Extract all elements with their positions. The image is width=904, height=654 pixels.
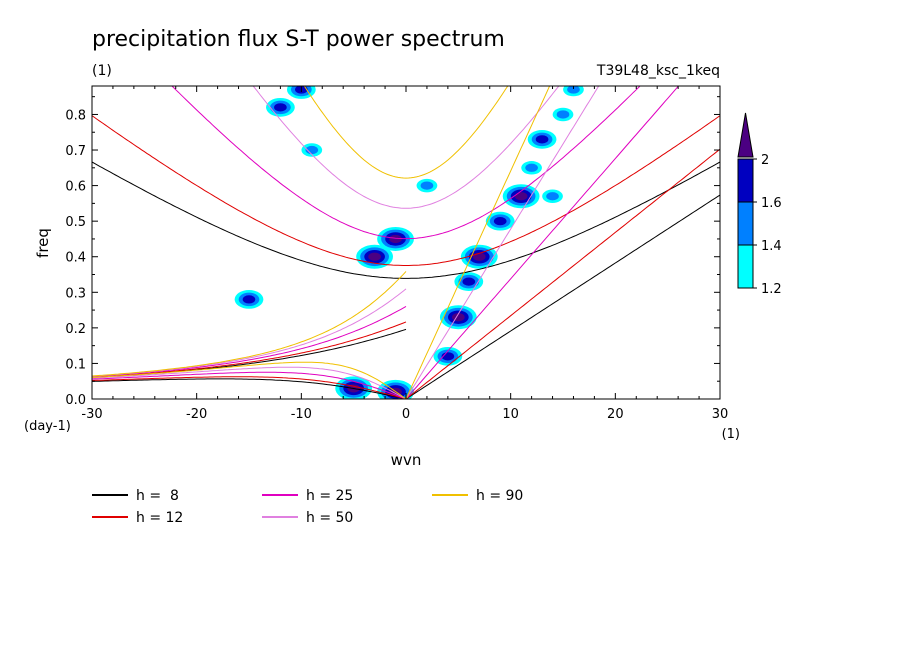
- colorbar-segment: [737, 201, 754, 246]
- contour-blob: [368, 252, 381, 261]
- colorbar-label: 1.4: [761, 239, 782, 254]
- curve-ig: [252, 86, 560, 209]
- colorbar-segment: [737, 244, 754, 289]
- legend-label: h = 8: [136, 488, 179, 504]
- curve-mrg: [92, 328, 407, 378]
- contour-blob: [514, 192, 528, 201]
- colorbar-arrow: [737, 112, 754, 158]
- curve-kelvin: [405, 86, 551, 399]
- x-tick-label: -20: [186, 407, 207, 422]
- contour-blob: [567, 86, 580, 94]
- x-axis-label: wvn: [391, 451, 422, 469]
- colorbar-label: 2: [761, 153, 769, 168]
- curve-ig: [92, 161, 720, 279]
- contour-blob: [389, 234, 402, 244]
- dispersion-curves: [92, 86, 720, 399]
- legend-label: h = 12: [136, 510, 183, 526]
- y-tick-label: 0.5: [65, 215, 86, 230]
- x-tick-label: -10: [291, 407, 312, 422]
- curve-rossby: [92, 376, 407, 399]
- axis-ticks: -30 -20 -10 0 10 20 30 0.0 0.1 0.2 0.3 0.4 0.5 0.6 0.7…: [65, 86, 728, 422]
- chart-subtitle-units: (1): [92, 63, 112, 79]
- y-tick-label: 0.8: [65, 108, 86, 123]
- y-tick-label: 0.1: [65, 357, 86, 372]
- x-tick-label: 10: [502, 407, 519, 422]
- x-tick-label: 0: [402, 407, 410, 422]
- curve-mrg: [92, 271, 407, 377]
- curve-rossby: [92, 361, 407, 399]
- y-tick-label: 0.2: [65, 322, 86, 337]
- contour-blob: [242, 295, 256, 304]
- curve-kelvin: [405, 86, 600, 399]
- x-tick-label: 30: [712, 407, 729, 422]
- contour-blob: [525, 163, 538, 172]
- curve-kelvin: [405, 194, 720, 399]
- y-tick-label: 0.4: [65, 251, 86, 266]
- contour-blob: [556, 110, 570, 119]
- curve-rossby: [92, 366, 407, 399]
- colorbar: 2 1.6 1.4 1.2: [737, 112, 782, 297]
- curve-kelvin: [405, 86, 680, 399]
- curve-ig: [303, 86, 509, 179]
- legend-label: h = 90: [476, 488, 523, 504]
- y-axis-label: freq: [34, 228, 52, 258]
- curve-ig: [92, 115, 720, 266]
- contour-layer: [234, 86, 584, 399]
- y-tick-label: 0.7: [65, 144, 86, 159]
- curve-kelvin: [405, 148, 720, 399]
- contour-blob: [546, 192, 559, 201]
- contour-blob: [462, 277, 476, 286]
- x-units-label: (1): [722, 427, 740, 442]
- contour-blob: [305, 145, 319, 155]
- curve-mrg: [92, 305, 407, 378]
- y-tick-label: 0.6: [65, 180, 86, 195]
- legend: h = 8 h = 12 h = 25 h = 50 h = 90: [92, 488, 523, 526]
- y-units-label: (day-1): [24, 419, 71, 434]
- contour-blob: [420, 181, 434, 190]
- contour-blob: [535, 135, 549, 144]
- x-tick-label: -30: [81, 407, 102, 422]
- y-tick-label: 0.0: [65, 393, 86, 408]
- curve-ig: [171, 86, 641, 240]
- legend-label: h = 50: [306, 510, 353, 526]
- contour-blob: [472, 252, 486, 261]
- colorbar-label: 1.6: [761, 196, 782, 211]
- colorbar-segment: [737, 158, 754, 203]
- curve-rossby: [92, 371, 407, 399]
- curve-mrg: [92, 321, 407, 378]
- y-tick-label: 0.3: [65, 286, 86, 301]
- legend-label: h = 25: [306, 488, 353, 504]
- contour-blob: [274, 103, 287, 112]
- x-tick-label: 20: [607, 407, 624, 422]
- chart-title: precipitation flux S-T power spectrum: [92, 27, 505, 52]
- contour-blob: [493, 217, 507, 226]
- colorbar-label: 1.2: [761, 282, 782, 297]
- chart-dataset-label: T39L48_ksc_1keq: [596, 63, 720, 79]
- curve-rossby: [92, 378, 407, 399]
